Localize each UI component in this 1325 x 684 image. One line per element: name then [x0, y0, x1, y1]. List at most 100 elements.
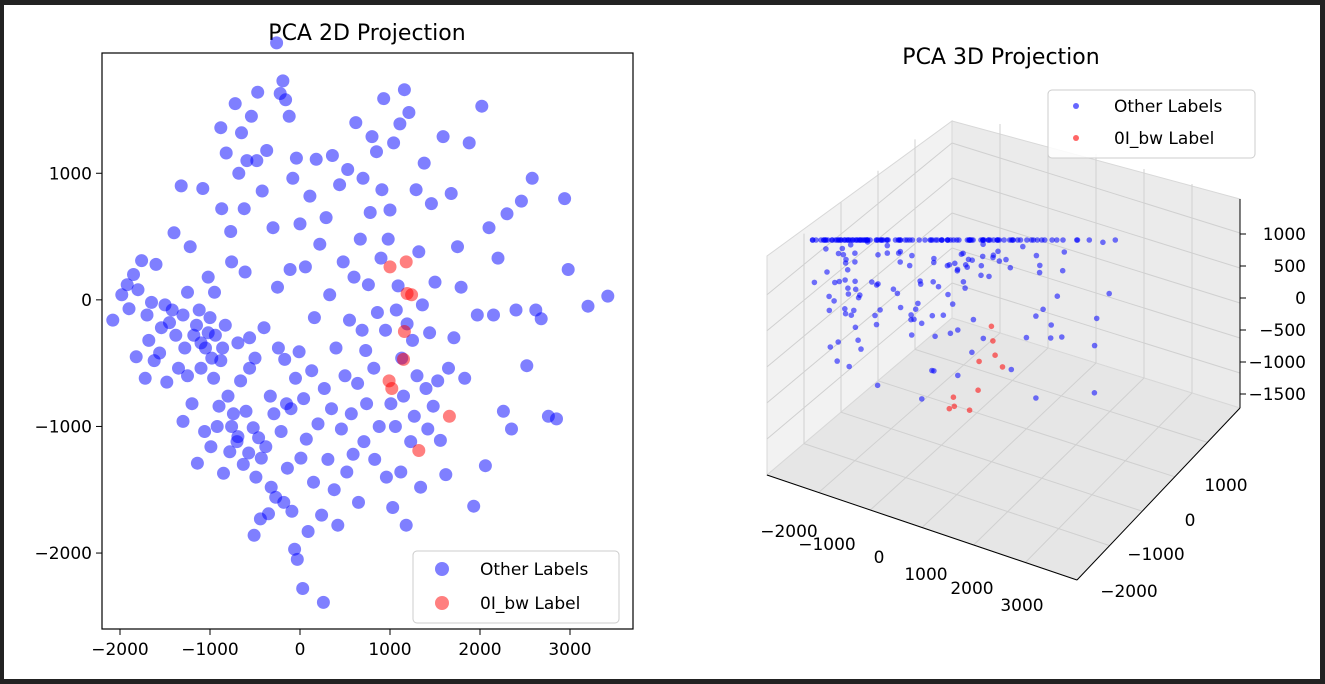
point-other [235, 126, 248, 140]
point-other [225, 255, 239, 269]
point3d-other [1010, 237, 1016, 243]
point3d-0i-bw [999, 364, 1006, 370]
point-other [491, 251, 505, 265]
point-other [263, 389, 277, 403]
point-other [292, 345, 306, 359]
point-other [260, 144, 274, 157]
point3d-other [995, 237, 1001, 243]
point-0i-bw [397, 352, 410, 366]
grid-line [921, 362, 1097, 528]
y3d-tick-label: −1000 [1127, 545, 1185, 565]
point3d-other [1003, 256, 1009, 263]
point-other [359, 344, 373, 357]
point3d-other [1017, 237, 1024, 243]
point3d-other [875, 252, 881, 258]
point-other [246, 421, 260, 435]
point-other [135, 254, 149, 268]
point-other [176, 308, 190, 322]
point-other [402, 106, 416, 119]
point3d-other [916, 237, 922, 243]
point3d-other [929, 367, 935, 374]
x3d-tick-label: 0 [874, 548, 885, 568]
point3d-other [835, 339, 841, 345]
point3d-other [1091, 390, 1098, 396]
point3d-other [1061, 249, 1068, 255]
point3d-other [852, 278, 858, 285]
point-other [384, 397, 398, 411]
point-other [353, 232, 367, 246]
point-other [196, 182, 210, 195]
point-other [226, 407, 240, 421]
point-other [176, 414, 190, 428]
point-other [377, 92, 391, 106]
point-other [406, 333, 419, 347]
point-other [234, 374, 248, 388]
point-other [264, 480, 278, 494]
point-other [140, 308, 154, 322]
point3d-other [869, 279, 875, 285]
point-0i-bw [399, 255, 413, 269]
point-other [149, 257, 163, 271]
legend-3d-label-marker [1073, 135, 1079, 141]
point3d-other [954, 268, 961, 274]
point-other [561, 263, 575, 276]
point-other [223, 445, 237, 459]
point-other [240, 154, 254, 168]
point-other [280, 461, 294, 475]
point-other [207, 371, 221, 385]
point-other [115, 288, 129, 302]
point-other [327, 483, 341, 497]
point-other [367, 361, 381, 375]
point3d-other [852, 250, 858, 256]
point3d-other [855, 294, 862, 301]
point3d-other [909, 237, 916, 243]
chart-2d-title: PCA 2D Projection [268, 21, 465, 46]
point-other [325, 149, 339, 162]
point-other [336, 255, 350, 269]
point-other [407, 409, 421, 423]
point3d-other [811, 279, 818, 286]
point3d-other [1047, 335, 1054, 341]
point-other [343, 313, 356, 327]
point-other [334, 422, 348, 436]
z3d-tick-label: 1000 [1263, 225, 1306, 245]
point-other [352, 495, 365, 509]
point-other [174, 179, 188, 193]
x3d-tick-label: 1000 [904, 565, 947, 585]
point-other [601, 289, 615, 303]
point-other [496, 404, 510, 418]
legend-3d-other-label: Other Labels [1114, 97, 1223, 117]
point3d-other [955, 372, 961, 379]
point-other [323, 288, 337, 302]
point3d-other [852, 259, 858, 265]
point-other [313, 237, 327, 251]
point-other [208, 285, 221, 299]
point-other [169, 328, 183, 342]
point-other [388, 420, 402, 433]
point3d-other [852, 324, 859, 331]
point3d-other [908, 316, 914, 323]
point3d-other [842, 310, 849, 317]
point3d-other [929, 312, 936, 319]
point3d-other [1037, 262, 1043, 269]
point3d-other [969, 257, 975, 263]
chart-2d-axes-frame [101, 52, 634, 630]
y3d-tick-label: 0 [1185, 511, 1196, 531]
point-0i-bw [442, 409, 456, 423]
point-other [462, 136, 476, 150]
grid-line [914, 348, 1208, 443]
point3d-other [1036, 269, 1043, 276]
point3d-other [995, 248, 1001, 255]
point-other [393, 117, 407, 131]
x3d-tick-label: −1000 [798, 535, 856, 555]
x-tick-label: −2000 [91, 640, 149, 660]
point3d-other [843, 256, 849, 263]
point-other [303, 189, 317, 203]
point3d-other [954, 237, 960, 243]
point-other [423, 326, 437, 340]
point3d-other [851, 307, 857, 314]
point3d-other [906, 262, 913, 269]
point3d-other [1086, 237, 1093, 243]
point-other [415, 298, 429, 312]
point3d-other [847, 242, 854, 248]
